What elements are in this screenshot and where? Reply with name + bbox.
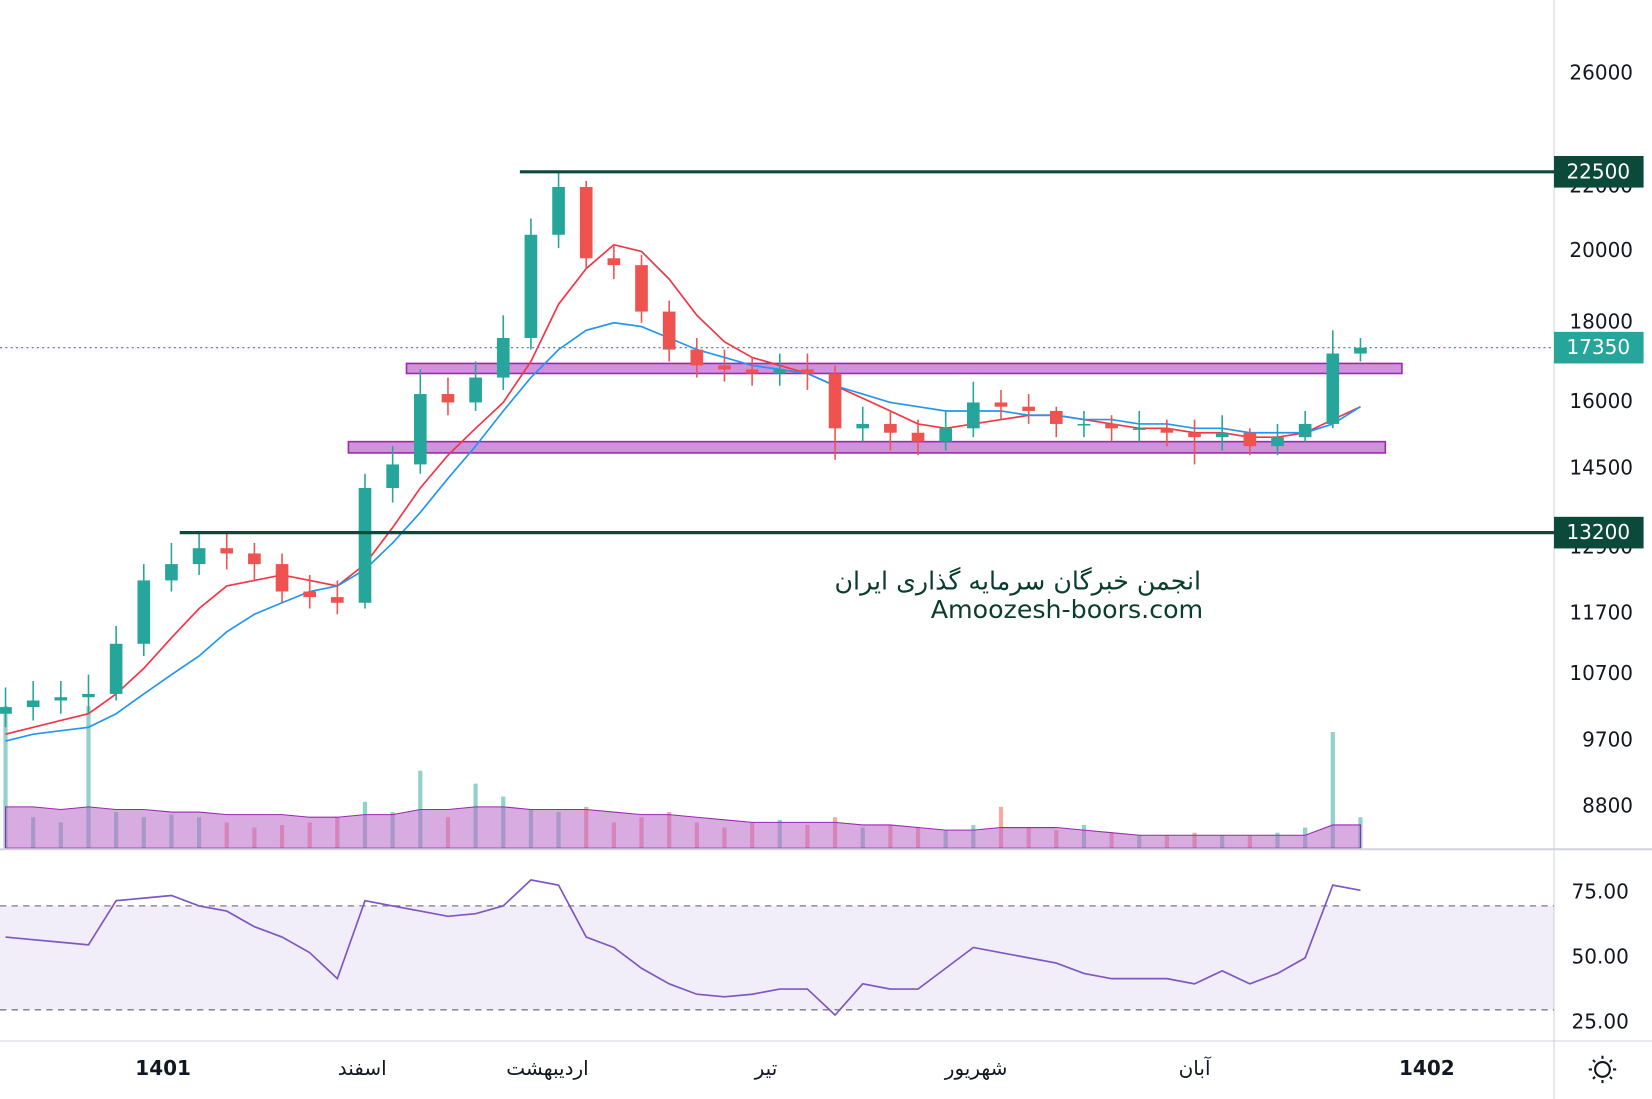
candle-body <box>1243 432 1257 447</box>
last-price-label: 17350 <box>1566 335 1630 359</box>
level-badge <box>1554 155 1644 188</box>
candle-body <box>386 464 399 488</box>
candle-body <box>1105 423 1118 429</box>
price-tick-label: 11700 <box>1569 601 1633 625</box>
candle-body <box>1271 437 1284 447</box>
rsi-line <box>5 879 1361 1017</box>
rsi-tick-label: 50.00 <box>1572 944 1629 968</box>
volume-bar <box>3 706 8 849</box>
candle-body <box>1049 410 1063 424</box>
candle-body <box>303 591 317 598</box>
candle-body <box>165 564 178 581</box>
candle-body <box>662 311 676 350</box>
price-tick-label: 10700 <box>1569 661 1633 685</box>
candle-body <box>773 369 787 374</box>
time-tick-label: اردیبهشت <box>506 1056 588 1080</box>
candle-body <box>358 487 372 603</box>
candle-body <box>248 553 261 565</box>
last-price-badge <box>1554 331 1644 364</box>
watermark: Amoozesh-boors.com <box>931 595 1203 624</box>
candle-body <box>82 693 95 698</box>
candle-body <box>441 394 455 403</box>
candle-body <box>26 700 40 708</box>
price-tick-label: 16000 <box>1569 389 1633 413</box>
candle-body <box>54 697 68 701</box>
candle-body <box>1022 406 1035 411</box>
candle-body <box>1326 353 1340 424</box>
candle-body <box>911 432 925 442</box>
candle-body <box>967 402 980 429</box>
candle-body <box>552 186 565 235</box>
candle-body <box>137 580 151 644</box>
volume-ma-area <box>5 806 1361 849</box>
watermark: انجمن خبرگان سرمایه گذاری ایران <box>835 567 1202 597</box>
candle-body <box>109 643 123 694</box>
price-tick-label: 18000 <box>1569 309 1633 333</box>
candle-body <box>856 423 870 429</box>
candle-body <box>524 234 538 338</box>
candle-body <box>0 707 12 714</box>
candle-body <box>1132 428 1146 430</box>
time-tick-label: اسفند <box>338 1056 387 1080</box>
price-tick-label: 9700 <box>1582 728 1633 752</box>
time-tick-label: تیر <box>754 1056 778 1080</box>
candle-body <box>884 423 897 433</box>
candle-body <box>994 402 1008 407</box>
candle-body <box>745 369 759 374</box>
candle-body <box>939 428 953 442</box>
rsi-tick-label: 75.00 <box>1572 879 1629 903</box>
level-label: 22500 <box>1566 159 1630 183</box>
support-zone <box>347 440 1387 454</box>
candle-body <box>1077 423 1091 426</box>
price-tick-label: 20000 <box>1569 238 1633 262</box>
candle-body <box>1160 428 1174 433</box>
candle-body <box>607 258 621 266</box>
price-tick-label: 8800 <box>1582 793 1633 817</box>
candle-body <box>579 186 593 259</box>
rsi-tick-label: 25.00 <box>1572 1009 1629 1033</box>
candle-body <box>801 369 814 374</box>
candle-body <box>718 365 731 370</box>
candle-body <box>220 548 234 554</box>
level-badge <box>1554 516 1644 549</box>
candle-body <box>413 394 427 465</box>
candle-body <box>192 548 206 565</box>
settings-icon[interactable] <box>1588 1055 1617 1084</box>
candle-body <box>469 377 482 403</box>
candle-body <box>828 373 842 429</box>
moving-average <box>5 321 1361 742</box>
candle-body <box>331 597 344 603</box>
moving-average <box>5 243 1361 735</box>
volume-bar <box>1330 732 1335 849</box>
candle-body <box>1188 432 1201 438</box>
rsi-band <box>0 905 1555 1010</box>
time-tick-label: شهریور <box>944 1056 1008 1080</box>
candle-body <box>1354 347 1367 354</box>
candle-body <box>496 337 510 378</box>
price-tick-label: 26000 <box>1569 60 1633 84</box>
time-tick-label: 1402 <box>1399 1056 1455 1080</box>
candle-body <box>1215 432 1229 438</box>
time-tick-label: آبان <box>1179 1055 1212 1080</box>
price-tick-label: 14500 <box>1569 456 1633 480</box>
candle-body <box>690 349 704 366</box>
level-label: 13200 <box>1566 520 1630 544</box>
candle-body <box>635 265 648 312</box>
candle-body <box>275 564 289 592</box>
volume-bar <box>86 706 91 849</box>
candle-body <box>1298 423 1312 438</box>
support-zone <box>405 362 1403 375</box>
time-tick-label: 1401 <box>135 1056 191 1080</box>
